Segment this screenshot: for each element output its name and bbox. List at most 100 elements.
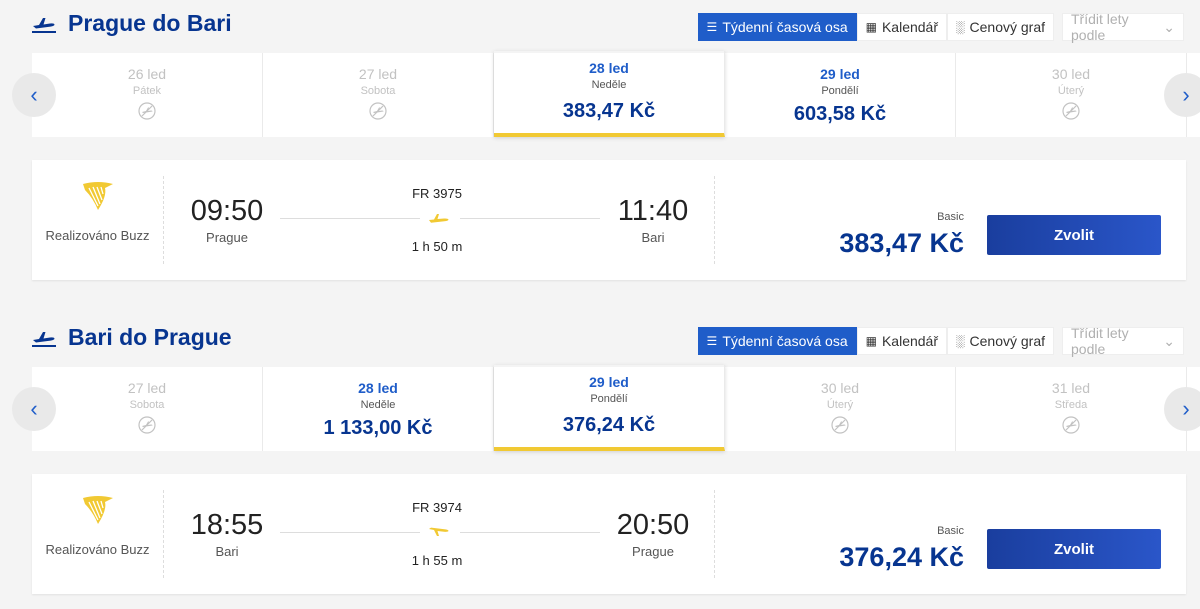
plane-icon (428, 524, 450, 540)
no-flight-icon (138, 102, 156, 120)
plane-takeoff-icon (32, 328, 56, 348)
no-flight-icon (369, 102, 387, 120)
departure-time: 09:50 (190, 195, 264, 227)
tab-label: Týdenní časová osa (722, 19, 848, 35)
route-title: Prague do Bari (68, 10, 232, 36)
date-label: 30 led (820, 380, 860, 396)
flight-card: Realizováno Buzz 18:55 Bari FR 3974 1 h 55 m… (32, 474, 1186, 594)
date-cell[interactable]: 28 led Neděle 383,47 Kč (494, 51, 725, 137)
day-price: 603,58 Kč (793, 103, 887, 125)
card-divider (714, 176, 715, 264)
weekday-label: Sobota (360, 85, 396, 97)
chevron-left-icon[interactable]: ‹ (12, 387, 56, 431)
calendar-icon: ▦ (865, 334, 877, 348)
tab-label: Kalendář (881, 333, 938, 349)
fare-label: Basic (937, 211, 964, 223)
ryanair-harp-icon (81, 494, 115, 528)
no-flight-icon (1062, 416, 1080, 434)
carrier-info: Realizováno Buzz (32, 490, 164, 578)
tab-price-chart[interactable]: ░ Cenový graf (947, 13, 1054, 41)
departure-city: Bari (215, 544, 239, 559)
chevron-right-icon[interactable]: › (1164, 73, 1200, 117)
tab-label: Týdenní časová osa (722, 333, 848, 349)
day-price: 1 133,00 Kč (323, 417, 433, 439)
tab-label: Cenový graf (969, 333, 1045, 349)
view-switcher: ☰ Týdenní časová osa ▦ Kalendář ░ Cenový graf… (697, 11, 1184, 43)
date-cell[interactable]: 28 led Neděle 1 133,00 Kč (263, 367, 494, 451)
weekday-label: Úterý (826, 399, 854, 411)
tab-price-chart[interactable]: ░ Cenový graf (947, 327, 1054, 355)
chevron-down-icon: ⌄ (1163, 332, 1175, 349)
date-label: 29 led (820, 66, 860, 82)
chevron-right-icon[interactable]: › (1164, 387, 1200, 431)
weekday-label: Pondělí (821, 85, 859, 97)
chevron-left-icon[interactable]: ‹ (12, 73, 56, 117)
section-header: Bari do Prague ☰ Týdenní časová osa ▦ Kalend… (32, 314, 1200, 358)
flight-card: Realizováno Buzz 09:50 Prague FR 3975 1 h 50… (32, 160, 1186, 280)
tab-calendar[interactable]: ▦ Kalendář (856, 13, 947, 41)
carrier-info: Realizováno Buzz (32, 176, 164, 264)
weekday-label: Sobota (129, 399, 165, 411)
date-cell: 30 led Úterý (956, 53, 1187, 137)
sort-dropdown[interactable]: Třídit lety podle ⌄ (1062, 11, 1184, 43)
tab-label: Cenový graf (969, 19, 1045, 35)
arrival-city: Prague (632, 544, 674, 559)
day-price: 376,24 Kč (562, 414, 656, 436)
bar-chart-icon: ░ (956, 334, 965, 348)
date-cell[interactable]: 29 led Pondělí 603,58 Kč (725, 53, 956, 137)
tab-calendar[interactable]: ▦ Kalendář (856, 327, 947, 355)
no-flight-icon (831, 416, 849, 434)
date-label: 30 led (1051, 66, 1091, 82)
day-price: 383,47 Kč (562, 100, 656, 122)
bar-chart-icon: ░ (956, 20, 965, 34)
date-label: 27 led (358, 66, 398, 82)
fare-price: 383,47 Kč (839, 228, 964, 258)
card-divider (714, 490, 715, 578)
no-flight-icon (138, 416, 156, 434)
departure-time: 18:55 (190, 509, 264, 541)
ryanair-harp-icon (81, 180, 115, 214)
tab-weekly-timeline[interactable]: ☰ Týdenní časová osa (697, 13, 857, 41)
weekday-label: Pondělí (590, 393, 628, 405)
flight-duration: 1 h 50 m (411, 239, 463, 254)
weekday-label: Středa (1054, 399, 1088, 411)
weekday-label: Pátek (132, 85, 162, 97)
plane-takeoff-icon (32, 14, 56, 34)
sort-dropdown[interactable]: Třídit lety podle ⌄ (1062, 325, 1184, 357)
tab-weekly-timeline[interactable]: ☰ Týdenní časová osa (697, 327, 857, 355)
date-label: 28 led (589, 60, 629, 76)
date-strip: ‹ 27 led Sobota 28 led Neděle 1 133,00 Kč 29 l… (12, 365, 1200, 451)
route-line (280, 218, 420, 219)
weekday-label: Neděle (591, 79, 627, 91)
arrival-city: Bari (641, 230, 665, 245)
route-line (460, 218, 600, 219)
tab-label: Kalendář (881, 19, 938, 35)
flight-duration: 1 h 55 m (411, 553, 463, 568)
route-line (460, 532, 600, 533)
date-label: 28 led (358, 380, 398, 396)
weekday-label: Neděle (360, 399, 396, 411)
calendar-icon: ▦ (865, 20, 877, 34)
sort-label: Třídit lety podle (1071, 11, 1129, 43)
arrival-time: 20:50 (616, 509, 690, 541)
section-header: Prague do Bari ☰ Týdenní časová osa ▦ Kalend… (32, 0, 1200, 44)
fare-price: 376,24 Kč (839, 542, 964, 572)
date-cell: 31 led Středa (956, 367, 1187, 451)
view-switcher: ☰ Týdenní časová osa ▦ Kalendář ░ Cenový graf… (697, 325, 1184, 357)
date-label: 29 led (589, 374, 629, 390)
list-icon: ☰ (706, 334, 718, 348)
date-cell[interactable]: 29 led Pondělí 376,24 Kč (494, 365, 725, 451)
date-cell: 30 led Úterý (725, 367, 956, 451)
flight-number: FR 3974 (412, 500, 462, 515)
date-strip: ‹ 26 led Pátek 27 led Sobota 28 led Neděle 383,… (12, 51, 1200, 137)
date-cell: 27 led Sobota (32, 367, 263, 451)
select-button[interactable]: Zvolit (987, 529, 1161, 569)
section-title: Prague do Bari (32, 10, 232, 37)
carrier-name: Realizováno Buzz (45, 228, 150, 243)
route-line (280, 532, 420, 533)
select-button[interactable]: Zvolit (987, 215, 1161, 255)
route-title: Bari do Prague (68, 324, 232, 350)
weekday-label: Úterý (1057, 85, 1085, 97)
flight-number: FR 3975 (412, 186, 462, 201)
chevron-down-icon: ⌄ (1163, 18, 1175, 35)
